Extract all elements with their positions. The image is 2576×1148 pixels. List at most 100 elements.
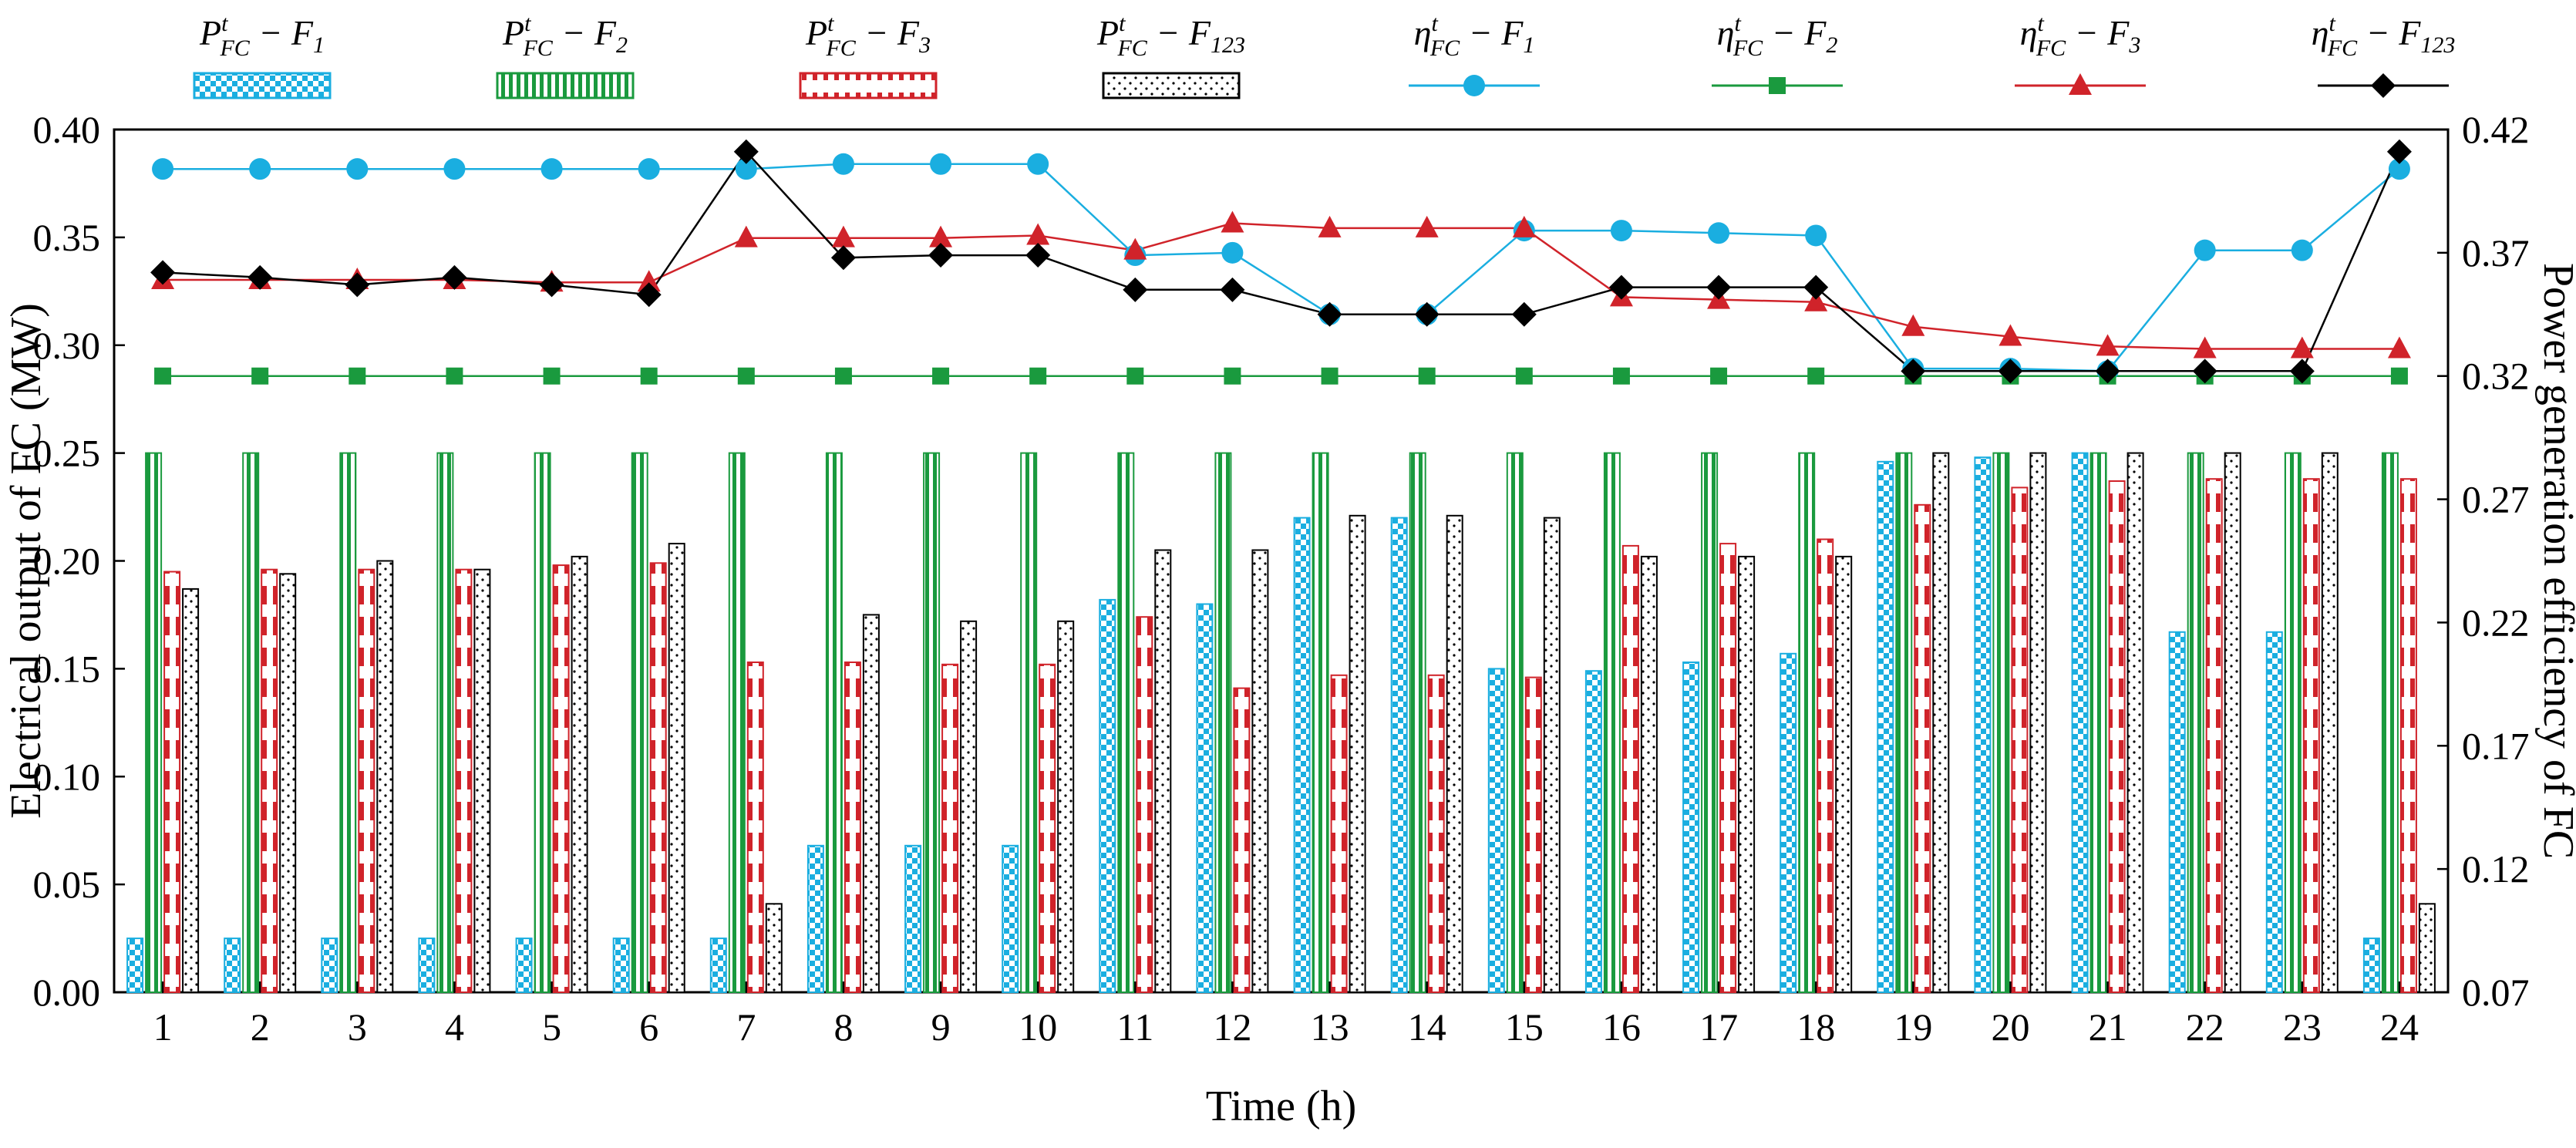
legend-swatch-pf2 bbox=[496, 72, 635, 99]
point-ef123-h22 bbox=[2192, 359, 2217, 384]
bar-pf1-h8 bbox=[806, 844, 824, 994]
bar-pf3-h18 bbox=[1817, 538, 1834, 993]
legend-label-pf2: Pt FC − F2 bbox=[502, 11, 628, 61]
point-ef3-h21 bbox=[2096, 334, 2120, 356]
right-y-tick-label: 0.07 bbox=[2462, 971, 2530, 1014]
point-ef2-h5 bbox=[543, 367, 561, 385]
x-tick-label: 16 bbox=[1602, 1005, 1641, 1049]
x-tick-label: 6 bbox=[639, 1005, 658, 1049]
bar-pf3-h4 bbox=[455, 568, 473, 993]
legend-marker-ef2 bbox=[1769, 77, 1786, 94]
point-ef3-h19 bbox=[1901, 314, 1925, 336]
bar-pf123-h16 bbox=[1640, 555, 1658, 993]
x-tick-label: 24 bbox=[2380, 1005, 2419, 1049]
bar-pf3-h7 bbox=[746, 662, 764, 993]
legend-label-ef123: ηt FC − F123 bbox=[2312, 11, 2456, 61]
point-ef1-h23 bbox=[2291, 239, 2313, 261]
x-tick-label: 22 bbox=[2186, 1005, 2224, 1049]
bar-pf3-h20 bbox=[2011, 486, 2029, 993]
bar-pf2-h9 bbox=[923, 452, 941, 993]
bar-pf123-h22 bbox=[2224, 452, 2241, 993]
bar-pf3-h3 bbox=[358, 568, 375, 993]
bar-pf1-h1 bbox=[126, 938, 144, 993]
legend-marker-ef123 bbox=[2371, 73, 2396, 98]
point-ef3-h8 bbox=[831, 225, 855, 247]
bar-pf3-h13 bbox=[1330, 674, 1348, 993]
x-tick-label: 13 bbox=[1311, 1005, 1349, 1049]
point-ef123-h4 bbox=[442, 264, 467, 290]
bar-pf3-h9 bbox=[941, 663, 959, 993]
bar-pf123-h18 bbox=[1835, 555, 1853, 993]
right-y-tick-label: 0.27 bbox=[2462, 478, 2530, 521]
point-ef123-h14 bbox=[1414, 301, 1440, 327]
bar-pf3-h10 bbox=[1039, 663, 1056, 993]
point-ef123-h19 bbox=[1901, 359, 1926, 384]
bar-pf2-h20 bbox=[1992, 452, 2010, 993]
bar-pf1-h11 bbox=[1099, 598, 1116, 994]
point-ef2-h17 bbox=[1710, 367, 1728, 385]
bar-pf2-h4 bbox=[436, 452, 454, 993]
bar-pf1-h2 bbox=[224, 938, 241, 993]
bar-pf123-h8 bbox=[862, 614, 880, 994]
x-tick-label: 21 bbox=[2089, 1005, 2127, 1049]
left-y-tick-label: 0.25 bbox=[33, 432, 101, 475]
point-ef2-h3 bbox=[349, 367, 366, 385]
left-y-tick-label: 0.15 bbox=[33, 647, 101, 690]
bar-pf3-h11 bbox=[1136, 616, 1153, 993]
point-ef1-h17 bbox=[1708, 222, 1730, 244]
point-ef3-h23 bbox=[2290, 336, 2314, 359]
point-ef123-h10 bbox=[1025, 243, 1051, 268]
legend-label-ef1: ηt FC − F1 bbox=[1414, 11, 1535, 61]
point-ef2-h8 bbox=[834, 367, 852, 385]
x-tick-label: 14 bbox=[1408, 1005, 1446, 1049]
bar-pf123-h23 bbox=[2321, 452, 2339, 993]
x-tick-label: 3 bbox=[348, 1005, 367, 1049]
x-tick-label: 11 bbox=[1116, 1005, 1153, 1049]
point-ef123-h5 bbox=[539, 272, 564, 298]
bar-pf2-h10 bbox=[1020, 452, 1038, 993]
point-ef2-h9 bbox=[932, 367, 950, 385]
left-y-tick-label: 0.35 bbox=[33, 216, 101, 259]
point-ef1-h5 bbox=[540, 158, 563, 180]
bar-pf1-h9 bbox=[904, 844, 922, 994]
x-tick-label: 19 bbox=[1894, 1005, 1932, 1049]
legend-swatch-pf1 bbox=[193, 72, 332, 99]
point-ef123-h20 bbox=[1998, 359, 2023, 384]
bar-pf2-h5 bbox=[534, 452, 551, 993]
left-y-tick-label: 0.40 bbox=[33, 108, 101, 151]
bar-pf2-h12 bbox=[1214, 452, 1232, 993]
point-ef2-h16 bbox=[1612, 367, 1630, 385]
bar-pf2-h14 bbox=[1409, 452, 1426, 993]
bar-pf1-h18 bbox=[1780, 652, 1797, 993]
bar-pf123-h11 bbox=[1154, 549, 1172, 993]
x-tick-label: 17 bbox=[1699, 1005, 1738, 1049]
point-ef2-h1 bbox=[154, 367, 172, 385]
left-y-tick-label: 0.00 bbox=[33, 971, 101, 1014]
point-ef1-h18 bbox=[1805, 224, 1827, 247]
point-ef123-h1 bbox=[150, 260, 176, 285]
x-tick-label: 9 bbox=[931, 1005, 951, 1049]
point-ef3-h15 bbox=[1512, 215, 1536, 237]
legend-label-ef3: ηt FC − F3 bbox=[2020, 11, 2141, 61]
bar-pf2-h6 bbox=[631, 452, 648, 993]
bar-pf3-h2 bbox=[261, 568, 278, 993]
point-ef123-h17 bbox=[1706, 274, 1732, 300]
x-tick-label: 20 bbox=[1991, 1005, 2029, 1049]
bar-series-group bbox=[126, 452, 2436, 994]
x-tick-label: 18 bbox=[1796, 1005, 1835, 1049]
point-ef123-h12 bbox=[1220, 277, 1245, 302]
point-ef123-h11 bbox=[1123, 277, 1148, 302]
bar-pf123-h9 bbox=[960, 620, 978, 993]
bar-pf2-h19 bbox=[1895, 452, 1913, 993]
legend-marker-ef1 bbox=[1463, 75, 1485, 96]
bar-pf123-h13 bbox=[1349, 514, 1366, 993]
legend-label-ef2: ηt FC − F2 bbox=[1717, 11, 1838, 61]
bar-pf123-h24 bbox=[2418, 903, 2436, 994]
bar-pf3-h12 bbox=[1233, 687, 1251, 993]
bar-pf123-h1 bbox=[182, 587, 200, 993]
bar-pf1-h22 bbox=[2168, 631, 2186, 993]
x-tick-label: 4 bbox=[445, 1005, 464, 1049]
x-tick-label: 10 bbox=[1019, 1005, 1057, 1049]
